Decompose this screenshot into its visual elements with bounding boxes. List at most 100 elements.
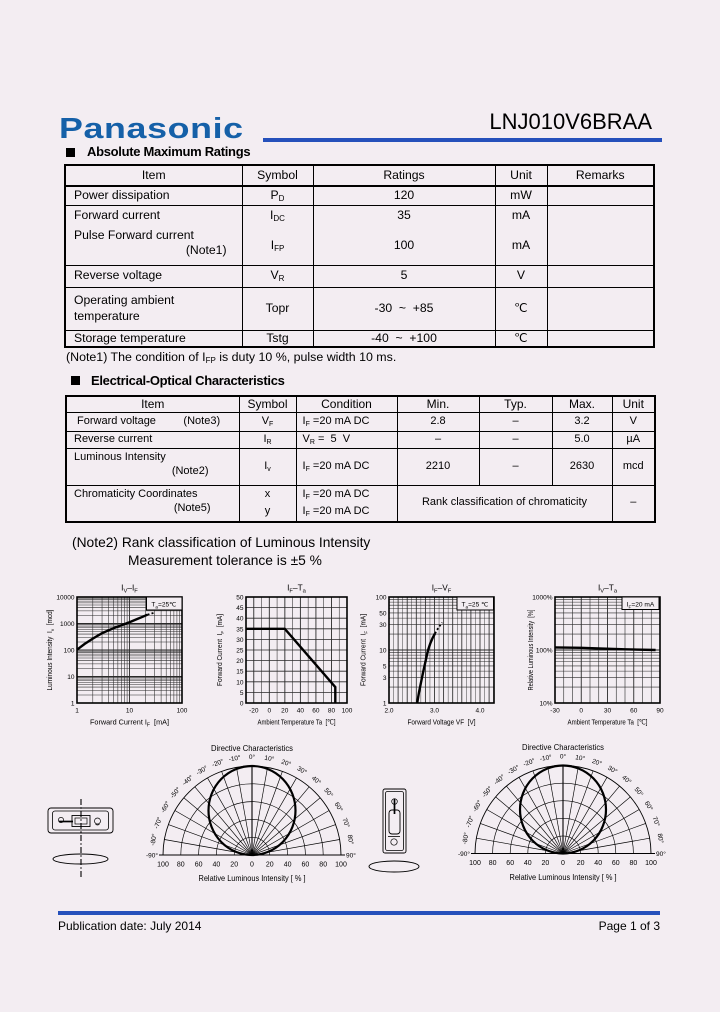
svg-text:Ambient Temperature Ta [℃]: Ambient Temperature Ta [℃]: [258, 718, 336, 727]
svg-text:60: 60: [612, 860, 620, 867]
svg-text:100: 100: [335, 862, 347, 869]
svg-text:50°: 50°: [322, 786, 335, 799]
svg-text:10%: 10%: [539, 701, 552, 708]
svg-text:Forward Voltage VF [V]: Forward Voltage VF [V]: [408, 718, 476, 727]
svg-text:45: 45: [236, 605, 244, 612]
svg-text:50: 50: [236, 595, 244, 602]
svg-text:0: 0: [579, 708, 583, 715]
svg-text:1: 1: [71, 701, 75, 708]
svg-text:IV​–IF​: IV​–IF​: [121, 583, 138, 595]
svg-text:-30: -30: [550, 708, 560, 715]
svg-text:Luminous Intensity Iv​ [mcd]: Luminous Intensity Iv​ [mcd]: [47, 609, 56, 690]
svg-text:Relative Luminous Intensity [: Relative Luminous Intensity [ % ]: [199, 873, 306, 883]
svg-text:0°: 0°: [249, 753, 256, 761]
svg-text:0: 0: [561, 860, 565, 867]
svg-text:30°: 30°: [296, 764, 309, 776]
svg-text:Ta​=25℃: Ta​=25℃: [151, 602, 177, 610]
svg-text:15: 15: [236, 669, 244, 676]
svg-text:90°: 90°: [656, 850, 666, 858]
svg-text:5: 5: [383, 664, 387, 671]
svg-text:100%: 100%: [536, 648, 553, 655]
svg-text:3: 3: [383, 675, 387, 682]
svg-text:0: 0: [267, 708, 271, 715]
svg-text:60: 60: [506, 860, 514, 867]
svg-text:-90°: -90°: [458, 850, 470, 858]
svg-text:0: 0: [250, 862, 254, 869]
svg-text:-50°: -50°: [480, 784, 494, 799]
svg-text:-80°: -80°: [461, 831, 471, 845]
svg-text:IF​–VF​: IF​–VF​: [432, 583, 452, 595]
svg-text:-30°: -30°: [195, 764, 210, 777]
svg-text:Ta​=25 ℃: Ta​=25 ℃: [461, 602, 489, 610]
svg-text:30: 30: [604, 708, 612, 715]
svg-text:10°: 10°: [264, 754, 275, 764]
svg-text:25: 25: [236, 648, 244, 655]
svg-text:90°: 90°: [346, 852, 356, 860]
svg-text:IF​=20 mA: IF​=20 mA: [627, 602, 655, 610]
svg-text:4.0: 4.0: [475, 708, 484, 715]
svg-text:-20: -20: [249, 708, 259, 715]
svg-text:-10°: -10°: [539, 753, 553, 763]
svg-text:40°: 40°: [620, 773, 633, 786]
svg-text:20: 20: [266, 862, 274, 869]
svg-text:5: 5: [240, 690, 244, 697]
svg-text:-20°: -20°: [211, 757, 225, 769]
svg-text:80: 80: [630, 860, 638, 867]
svg-text:100: 100: [645, 860, 657, 867]
svg-text:90: 90: [656, 708, 664, 715]
svg-text:-70°: -70°: [464, 814, 476, 828]
svg-text:40: 40: [284, 862, 292, 869]
svg-text:IF​–Ta​: IF​–Ta​: [287, 583, 307, 595]
svg-text:Forward Current IF​ [mA]: Forward Current IF​ [mA]: [217, 614, 226, 686]
svg-text:Relative Luminous Intensity [: Relative Luminous Intensity [%]: [528, 609, 535, 690]
svg-text:0°: 0°: [560, 753, 567, 761]
svg-text:40: 40: [236, 616, 244, 623]
svg-text:20°: 20°: [280, 758, 292, 769]
svg-text:20: 20: [577, 860, 585, 867]
svg-text:20: 20: [236, 658, 244, 665]
svg-text:Directive Characteristics: Directive Characteristics: [211, 743, 293, 753]
svg-text:-40°: -40°: [492, 772, 507, 786]
svg-text:40: 40: [524, 860, 532, 867]
svg-text:10°: 10°: [575, 753, 586, 763]
svg-text:-80°: -80°: [149, 833, 159, 847]
svg-text:40: 40: [594, 860, 602, 867]
svg-text:60: 60: [312, 708, 320, 715]
svg-text:80: 80: [319, 862, 327, 869]
svg-text:50°: 50°: [633, 785, 646, 798]
svg-text:-20°: -20°: [522, 756, 536, 768]
svg-text:1000: 1000: [60, 621, 75, 628]
svg-text:35: 35: [236, 626, 244, 633]
svg-text:-50°: -50°: [168, 785, 182, 800]
svg-text:Forward Current IF​ [mA]: Forward Current IF​ [mA]: [90, 718, 169, 729]
svg-text:10: 10: [236, 679, 244, 686]
svg-text:Directive Characteristics: Directive Characteristics: [522, 742, 604, 752]
svg-text:30°: 30°: [606, 764, 619, 776]
svg-text:50: 50: [379, 611, 387, 618]
svg-text:80°: 80°: [346, 834, 356, 845]
svg-text:20: 20: [230, 862, 238, 869]
svg-text:0: 0: [240, 701, 244, 708]
svg-text:2.0: 2.0: [384, 708, 393, 715]
svg-text:10: 10: [379, 648, 387, 655]
svg-text:1: 1: [75, 708, 79, 715]
svg-text:20: 20: [542, 860, 550, 867]
svg-text:100: 100: [64, 648, 75, 655]
svg-text:-30°: -30°: [506, 763, 521, 776]
svg-text:-70°: -70°: [152, 815, 164, 829]
svg-text:-40°: -40°: [181, 773, 196, 787]
svg-text:20: 20: [281, 708, 289, 715]
svg-text:100: 100: [469, 860, 481, 867]
svg-text:80: 80: [328, 708, 336, 715]
svg-text:-10°: -10°: [228, 753, 242, 763]
svg-text:60: 60: [630, 708, 638, 715]
svg-text:40: 40: [297, 708, 305, 715]
svg-text:80: 80: [489, 860, 497, 867]
svg-text:70°: 70°: [651, 816, 662, 828]
svg-text:-60°: -60°: [471, 798, 484, 813]
svg-text:1000%: 1000%: [532, 595, 552, 602]
svg-text:100: 100: [376, 595, 387, 602]
svg-text:30: 30: [236, 637, 244, 644]
svg-text:80: 80: [177, 862, 185, 869]
svg-text:100: 100: [342, 708, 353, 715]
